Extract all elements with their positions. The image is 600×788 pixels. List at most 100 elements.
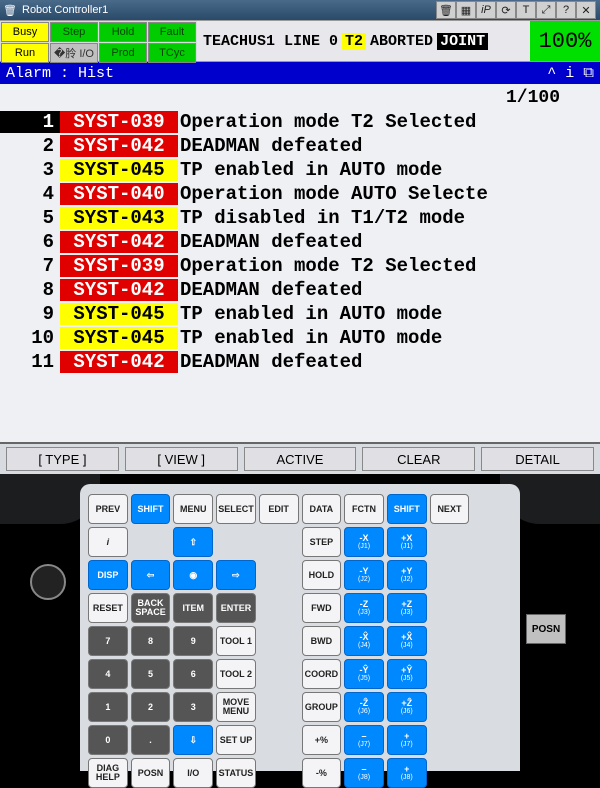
alarm-code: SYST-045 [60, 327, 178, 349]
alarm-code: SYST-039 [60, 111, 178, 133]
winbtn-grid[interactable]: ▦ [456, 1, 476, 19]
key-diag[interactable]: DIAG HELP [88, 758, 128, 788]
key-3[interactable]: 3 [173, 692, 213, 722]
key-dot[interactable]: . [131, 725, 171, 755]
posn-side-button[interactable]: POSN [526, 614, 566, 644]
key-step[interactable]: STEP [302, 527, 342, 557]
key-zminus[interactable]: -Z(J3) [344, 593, 384, 623]
alarm-row[interactable]: 2SYST-042DEADMAN defeated [0, 134, 600, 158]
key-next[interactable]: NEXT [430, 494, 470, 524]
btn-active[interactable]: ACTIVE [244, 447, 357, 471]
key-edit[interactable]: EDIT [259, 494, 299, 524]
key-4[interactable]: 4 [88, 659, 128, 689]
key-5[interactable]: 5 [131, 659, 171, 689]
alarm-message: Operation mode AUTO Selecte [178, 183, 600, 205]
off-on-knob[interactable] [30, 564, 66, 600]
alarm-row[interactable]: 10SYST-045TP enabled in AUTO mode [0, 326, 600, 350]
key-8[interactable]: 8 [131, 626, 171, 656]
key-fctn[interactable]: FCTN [344, 494, 384, 524]
key-arrow-center[interactable]: ◉ [173, 560, 213, 590]
alarm-message: Operation mode T2 Selected [178, 111, 600, 133]
key-backspace[interactable]: BACK SPACE [131, 593, 171, 623]
key-menu[interactable]: MENU [173, 494, 213, 524]
key-6[interactable]: 6 [173, 659, 213, 689]
key-movemenu[interactable]: MOVE MENU [216, 692, 256, 722]
key-j5minus[interactable]: -Ŷ(J5) [344, 659, 384, 689]
btn-view[interactable]: [ VIEW ] [125, 447, 238, 471]
alarm-row[interactable]: 5SYST-043TP disabled in T1/T2 mode [0, 206, 600, 230]
key-j6minus[interactable]: -Ẑ(J6) [344, 692, 384, 722]
winbtn-trash[interactable]: 🗑 [436, 1, 456, 19]
alarm-code: SYST-045 [60, 159, 178, 181]
key-arrow-left[interactable]: ⇦ [131, 560, 171, 590]
key-xplus[interactable]: +X(J1) [387, 527, 427, 557]
winbtn-close[interactable]: ✕ [576, 1, 596, 19]
status-fault: Fault [148, 22, 196, 42]
key-fwd[interactable]: FWD [302, 593, 342, 623]
alarm-header-icons[interactable]: ^ i ⧉ [547, 64, 594, 82]
key-prev[interactable]: PREV [88, 494, 128, 524]
key-arrow-down[interactable]: ⇩ [173, 725, 213, 755]
key-j7plus[interactable]: +(J7) [387, 725, 427, 755]
key-arrow-up[interactable]: ⇧ [173, 527, 213, 557]
key-tool1[interactable]: TOOL 1 [216, 626, 256, 656]
winbtn-reload[interactable]: ⟳ [496, 1, 516, 19]
winbtn-help[interactable]: ? [556, 1, 576, 19]
key-j5plus[interactable]: +Ŷ(J5) [387, 659, 427, 689]
key-yplus[interactable]: +Y(J2) [387, 560, 427, 590]
key-pctplus[interactable]: +% [302, 725, 342, 755]
alarm-row[interactable]: 6SYST-042DEADMAN defeated [0, 230, 600, 254]
key-info[interactable]: i [88, 527, 128, 557]
key-pctminus[interactable]: -% [302, 758, 342, 788]
key-item[interactable]: ITEM [173, 593, 213, 623]
key-j8plus[interactable]: +(J8) [387, 758, 427, 788]
key-enter[interactable]: ENTER [216, 593, 256, 623]
alarm-code: SYST-042 [60, 135, 178, 157]
key-xminus[interactable]: -X(J1) [344, 527, 384, 557]
alarm-number: 3 [0, 159, 60, 181]
alarm-number: 2 [0, 135, 60, 157]
key-j8minus[interactable]: –(J8) [344, 758, 384, 788]
alarm-row[interactable]: 9SYST-045TP enabled in AUTO mode [0, 302, 600, 326]
alarm-row[interactable]: 8SYST-042DEADMAN defeated [0, 278, 600, 302]
key-j4minus[interactable]: -X̂(J4) [344, 626, 384, 656]
key-io[interactable]: I/O [173, 758, 213, 788]
key-arrow-right[interactable]: ⇨ [216, 560, 256, 590]
key-7[interactable]: 7 [88, 626, 128, 656]
key-j6plus[interactable]: +Ẑ(J6) [387, 692, 427, 722]
alarm-message: TP enabled in AUTO mode [178, 327, 600, 349]
key-group[interactable]: GROUP [302, 692, 342, 722]
btn-clear[interactable]: CLEAR [362, 447, 475, 471]
winbtn-t[interactable]: T [516, 1, 536, 19]
key-setup[interactable]: SET UP [216, 725, 256, 755]
alarm-row[interactable]: 3SYST-045TP enabled in AUTO mode [0, 158, 600, 182]
alarm-row[interactable]: 7SYST-039Operation mode T2 Selected [0, 254, 600, 278]
key-yminus[interactable]: -Y(J2) [344, 560, 384, 590]
key-hold[interactable]: HOLD [302, 560, 342, 590]
key-coord[interactable]: COORD [302, 659, 342, 689]
key-posn[interactable]: POSN [131, 758, 171, 788]
key-status[interactable]: STATUS [216, 758, 256, 788]
key-data[interactable]: DATA [302, 494, 342, 524]
winbtn-ip[interactable]: iP [476, 1, 496, 19]
key-shift-l[interactable]: SHIFT [131, 494, 171, 524]
winbtn-expand[interactable]: ⤢ [536, 1, 556, 19]
key-j4plus[interactable]: +X̂(J4) [387, 626, 427, 656]
key-shift-r[interactable]: SHIFT [387, 494, 427, 524]
key-zplus[interactable]: +Z(J3) [387, 593, 427, 623]
btn-detail[interactable]: DETAIL [481, 447, 594, 471]
key-tool2[interactable]: TOOL 2 [216, 659, 256, 689]
alarm-row[interactable]: 4SYST-040Operation mode AUTO Selecte [0, 182, 600, 206]
btn-type[interactable]: [ TYPE ] [6, 447, 119, 471]
key-1[interactable]: 1 [88, 692, 128, 722]
key-9[interactable]: 9 [173, 626, 213, 656]
key-bwd[interactable]: BWD [302, 626, 342, 656]
alarm-row[interactable]: 11SYST-042DEADMAN defeated [0, 350, 600, 374]
key-select[interactable]: SELECT [216, 494, 256, 524]
key-2[interactable]: 2 [131, 692, 171, 722]
key-j7minus[interactable]: –(J7) [344, 725, 384, 755]
alarm-row[interactable]: 1SYST-039Operation mode T2 Selected [0, 110, 600, 134]
key-0[interactable]: 0 [88, 725, 128, 755]
key-reset[interactable]: RESET [88, 593, 128, 623]
key-disp[interactable]: DISP [88, 560, 128, 590]
